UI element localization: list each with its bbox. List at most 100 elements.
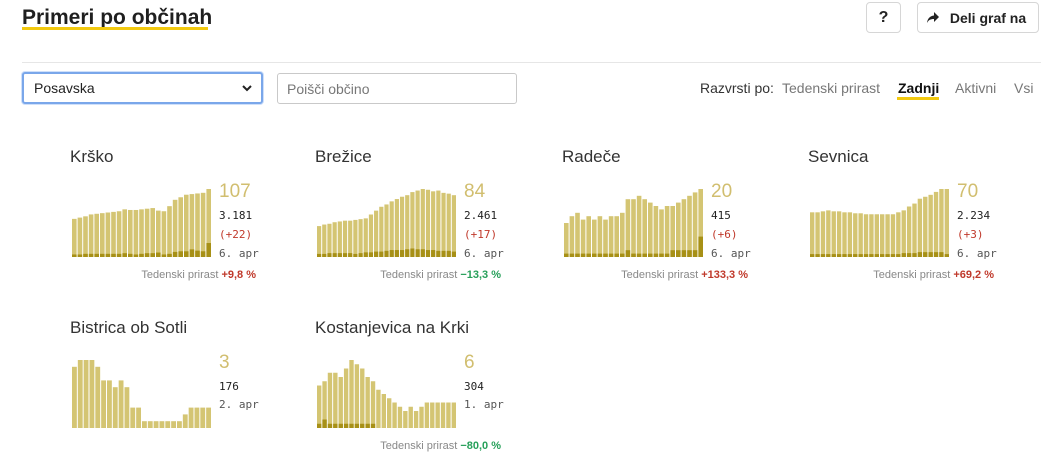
municipality-card[interactable]: Kostanjevica na Krki 6 304 1. apr Tedenski p… [315,318,555,468]
new-cases-bar [172,251,178,257]
new-cases-bar [133,254,139,257]
municipality-card[interactable]: Sevnica 70 2.234 (+3) 6. apr Tedenski prirast… [808,147,1048,297]
active-cases-bar [451,195,456,257]
active-cases-bar [399,196,405,257]
active-cases-bar [939,189,944,257]
active-cases-bar [171,421,176,428]
new-cases-bar [88,253,94,257]
new-cases-bar [105,253,111,257]
active-cases-bar [317,226,322,257]
new-cases-bar [906,253,912,257]
active-cases-bar [424,402,430,428]
active-cases-bar [575,212,580,257]
municipality-card[interactable]: Radeče 20 415 (+6) 6. apr Tedenski prirast +13… [562,147,802,297]
weekly-growth-value: +69,2 % [953,269,994,281]
new-cases-bar [874,254,879,257]
active-cases-bar [100,213,105,257]
sort-option-latest[interactable]: Zadnji [898,80,940,96]
new-cases-bar [333,423,338,428]
active-cases-bar [431,191,436,257]
new-cases-bar [923,252,928,257]
new-cases-bar [410,248,415,257]
active-cases-bar [659,209,664,257]
active-cases-bar [436,190,441,257]
new-cases-bar [620,253,625,257]
help-button[interactable]: ? [866,2,901,33]
new-cases-bar [150,253,155,257]
new-cases-bar [368,252,374,257]
total-cases-value: 3.181 [219,209,253,222]
new-cases-bar [337,253,342,257]
municipality-card[interactable]: Bistrica ob Sotli 3 176 2. apr [70,318,310,468]
new-cases-bar [399,250,405,257]
active-cases-bar [349,360,354,428]
new-cases-bar [933,252,939,257]
new-cases-bar [608,253,614,257]
municipality-card[interactable]: Krško 107 3.181 (+22) 6. apr Tedenski prirast… [70,147,310,297]
active-cases-bar [358,219,363,257]
active-cases-bar [327,372,333,428]
active-cases-bar [569,216,575,257]
active-cases-bar [917,198,923,257]
active-cases-bar [446,402,451,428]
latest-active-value: 6 [464,352,475,373]
active-cases-bar [200,407,206,428]
active-cases-bar [420,189,425,257]
sort-option-active[interactable]: Aktivni [955,80,997,96]
new-cases-bar [354,423,360,428]
new-cases-bar [564,253,569,257]
sort-option-weekly-growth[interactable]: Tedenski prirast [782,80,881,96]
weekly-growth-value: −80,0 % [460,440,501,452]
last-update-date: 6. apr [711,247,751,260]
active-cases-bar [184,194,189,257]
new-cases-bar [446,250,451,257]
new-cases-bar [358,253,363,257]
new-cases-bar [451,251,456,257]
active-cases-bar [343,368,349,428]
daily-delta-value: (+3) [957,228,984,241]
new-cases-bar [161,254,167,257]
active-cases-bar [880,214,885,257]
active-cases-bar [178,197,183,257]
last-update-date: 2. apr [219,398,259,411]
new-cases-bar [944,254,949,257]
new-cases-bar [815,254,820,257]
active-cases-bar [150,208,155,257]
active-cases-bar [901,210,906,257]
new-cases-bar [338,423,343,428]
municipality-search-input[interactable] [277,73,517,104]
active-cases-bar [446,193,451,257]
active-cases-bar [636,195,642,257]
active-cases-bar [139,209,144,257]
new-cases-bar [687,250,692,257]
new-cases-bar [332,253,337,257]
active-cases-bar [348,220,353,257]
active-cases-bar [195,193,200,257]
municipality-card[interactable]: Brežice 84 2.461 (+17) 6. apr Tedenski priras… [315,147,555,297]
sort-option-all[interactable]: Vsi [1014,80,1034,96]
active-cases-bar [425,189,431,257]
new-cases-bar [72,254,77,257]
region-select[interactable]: Posavska [22,72,263,104]
new-cases-bar [200,251,206,257]
active-cases-bar [863,214,869,257]
new-cases-bar [195,250,200,257]
title-underline [22,27,208,30]
share-button[interactable]: Deli graf na [917,2,1039,33]
active-cases-bar [923,196,928,257]
new-cases-bar [912,253,917,257]
new-cases-bar [636,253,642,257]
active-cases-bar [687,195,692,257]
active-cases-bar [692,192,698,257]
new-cases-bar [394,250,399,257]
active-cases-bar [376,389,381,428]
latest-active-value: 84 [464,181,486,202]
weekly-growth-label: Tedenski prirast [873,269,951,281]
active-cases-bar [153,421,159,428]
share-button-label: Deli graf na [949,9,1027,26]
active-cases-bar [116,211,122,257]
new-cases-bar [436,250,441,257]
latest-active-value: 70 [957,181,979,202]
active-cases-bar [403,411,408,428]
new-cases-bar [156,252,161,257]
